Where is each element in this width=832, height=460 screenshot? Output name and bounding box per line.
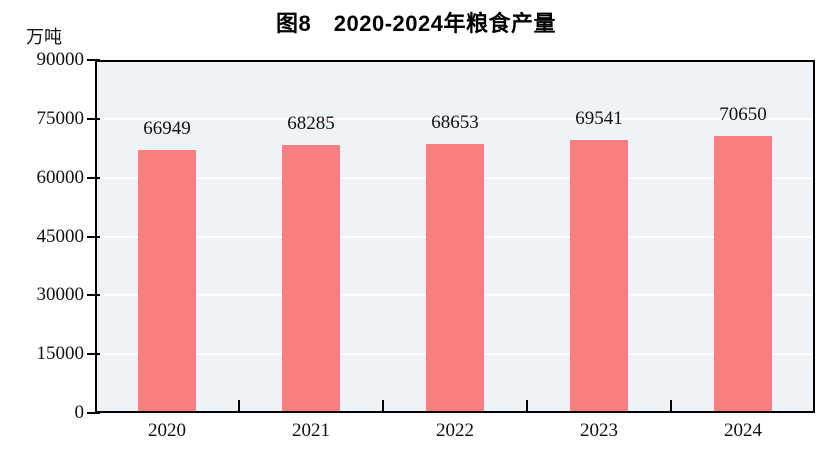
bar-value-label-2024: 70650: [719, 104, 767, 125]
chart-title: 图8 2020-2024年粮食产量: [276, 11, 556, 36]
y-tick-mark-0: [87, 412, 100, 414]
x-tick-mark-3: [526, 400, 528, 411]
bar-2021: [282, 145, 340, 411]
x-tick-mark-4: [670, 400, 672, 411]
y-tick-mark-30000: [87, 294, 100, 297]
y-tick-label-30000: 30000: [36, 284, 85, 306]
y-tick-label-45000: 45000: [36, 225, 85, 247]
x-tick-label-2021: 2021: [292, 420, 330, 441]
x-tick-label-2022: 2022: [436, 420, 474, 441]
bar-2022: [426, 144, 484, 411]
x-tick-label-2023: 2023: [580, 420, 618, 441]
bar-value-label-2022: 68653: [431, 112, 479, 133]
y-tick-label-75000: 75000: [36, 107, 85, 129]
y-tick-mark-75000: [87, 117, 100, 120]
x-tick-mark-1: [238, 400, 240, 411]
y-tick-label-60000: 60000: [36, 166, 85, 188]
bar-value-label-2021: 68285: [287, 113, 335, 134]
x-tick-label-2024: 2024: [724, 420, 762, 441]
bar-value-label-2020: 66949: [143, 118, 191, 139]
y-tick-mark-45000: [87, 235, 100, 238]
x-tick-label-2020: 2020: [148, 420, 186, 441]
bar-value-label-2023: 69541: [575, 108, 623, 129]
x-tick-mark-2: [382, 400, 384, 411]
y-tick-label-15000: 15000: [36, 343, 85, 365]
gridline-75000: [97, 117, 813, 120]
y-tick-label-90000: 90000: [36, 49, 85, 70]
bar-2024: [714, 136, 772, 411]
y-tick-mark-15000: [87, 353, 100, 356]
y-axis-unit-label: 万吨: [26, 27, 62, 47]
y-tick-mark-60000: [87, 176, 100, 179]
bar-2020: [138, 150, 196, 411]
y-tick-mark-90000: [87, 59, 100, 61]
bar-2023: [570, 140, 628, 411]
y-tick-label-0: 0: [74, 402, 85, 423]
